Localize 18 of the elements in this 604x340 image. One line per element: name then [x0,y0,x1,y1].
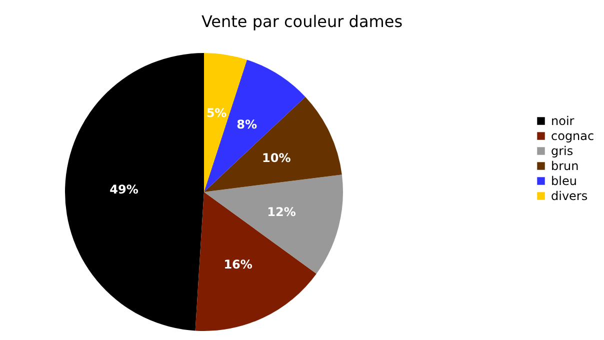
chart-title: Vente par couleur dames [201,12,403,31]
legend-label: cognac [551,129,594,143]
data-label: 12% [267,204,296,219]
pie-slice [204,174,343,274]
data-label: 16% [224,257,252,272]
pie-slice [204,96,342,192]
data-label: 10% [262,150,291,165]
legend-label: gris [551,144,574,158]
legend-label: noir [551,114,574,128]
legend-label: divers [551,189,588,203]
data-label: 5% [206,106,227,120]
data-label: 49% [110,182,138,196]
legend-label: bleu [551,174,577,188]
pie-slice [204,60,306,192]
pie-slice [65,53,204,331]
pie-slice [195,192,316,331]
legend-label: brun [551,159,579,173]
data-label: 8% [236,117,258,132]
